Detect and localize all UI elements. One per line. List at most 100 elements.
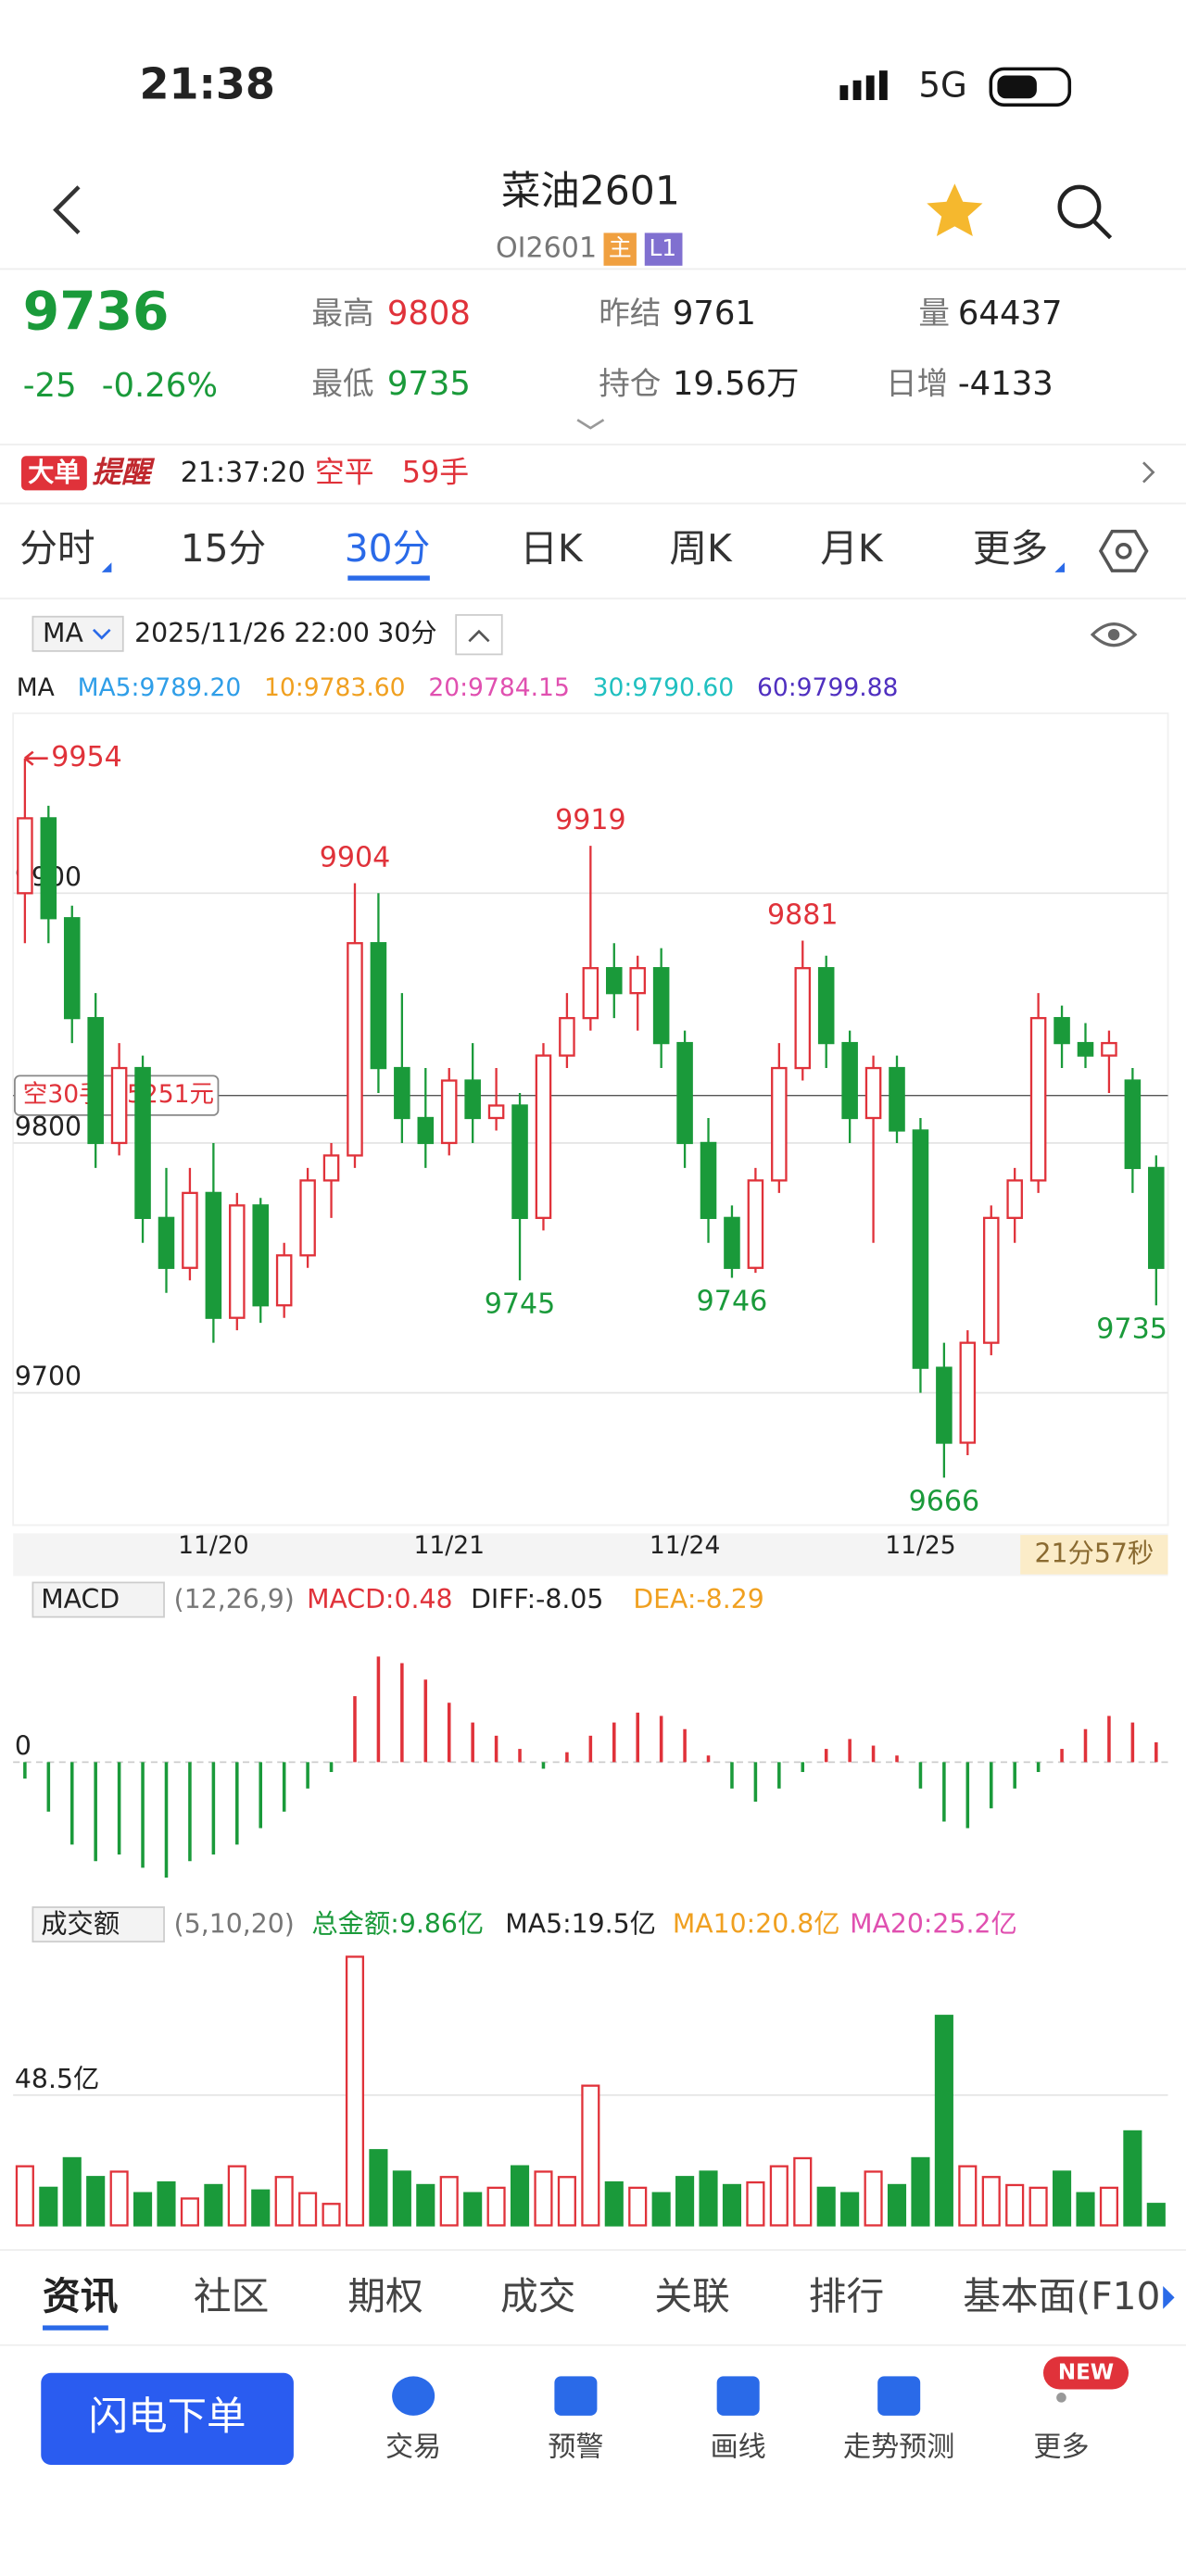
countdown-bg [1020, 1535, 1168, 1575]
datetime: 2025/11/26 22:00 [134, 618, 370, 648]
vol-ma5: MA5:19.5亿 [505, 1908, 656, 1939]
badge-bg [1042, 2356, 1129, 2390]
candle-body [724, 1216, 740, 1269]
change-pct: -0.26% [102, 367, 218, 405]
code: OI2601 [496, 232, 597, 265]
tag-level: L1 [649, 234, 676, 261]
collapse-icon [468, 629, 490, 643]
period-tab[interactable]: 更多 [973, 526, 1048, 571]
low-label: 9746 [697, 1286, 768, 1318]
volume-bar [628, 2186, 648, 2227]
price: 9736 [23, 282, 170, 343]
volume-bar [345, 1955, 365, 2227]
candle-body [110, 1066, 128, 1145]
network: 5G [918, 64, 966, 105]
bottom-tab[interactable]: 社区 [194, 2274, 269, 2318]
y-tick-label: 9800 [15, 1112, 82, 1142]
tag-bg [644, 232, 683, 266]
value: 64437 [958, 295, 1063, 333]
badge: NEW [1058, 2360, 1114, 2384]
volume-bar [463, 2192, 483, 2227]
bottom-item[interactable]: 更多 [1033, 2431, 1089, 2464]
bottom-item[interactable]: 画线 [711, 2431, 766, 2464]
volume-bar [298, 2192, 318, 2227]
period-tab[interactable]: 月K [820, 526, 884, 571]
bottom-tab[interactable]: 成交 [500, 2274, 575, 2318]
candle-body [182, 1191, 198, 1269]
diff-value: DIFF:-8.05 [471, 1584, 603, 1615]
high-label: 9954 [51, 741, 122, 773]
scroll-arrow[interactable] [1163, 2285, 1175, 2309]
bottom-item[interactable]: 走势预测 [843, 2431, 954, 2464]
candle-body [464, 1079, 481, 1120]
settings [1115, 543, 1132, 559]
settings[interactable] [1098, 529, 1149, 572]
volume-bar [157, 2180, 176, 2227]
candle-body [982, 1216, 1000, 1344]
candle-body [440, 1079, 458, 1145]
bottom-icon [392, 2376, 435, 2416]
search[interactable] [1057, 184, 1113, 240]
volume-bar [486, 2186, 506, 2227]
back-button[interactable] [53, 185, 81, 234]
indicator-box[interactable] [32, 1581, 165, 1618]
period-tab[interactable]: 30分 [345, 526, 431, 571]
volume-bar [934, 2015, 953, 2227]
candle-body [841, 1041, 858, 1120]
bottom-item[interactable]: 预警 [548, 2431, 603, 2464]
macd-value: MACD:0.48 [307, 1584, 452, 1615]
favorite[interactable] [927, 183, 983, 236]
volume-bar [675, 2176, 695, 2227]
tag-main: 主 [609, 234, 632, 261]
candle-body [1148, 1166, 1165, 1269]
change: -25 [23, 367, 77, 405]
indicator-box[interactable] [32, 1906, 165, 1943]
vol-ma20: MA20:25.2亿 [850, 1908, 1017, 1939]
bottom-item[interactable]: 交易 [385, 2431, 441, 2464]
volume-bar [109, 2170, 129, 2227]
ma-legend: MA5:9789.20 [78, 673, 242, 702]
volume-bar [557, 2176, 576, 2227]
volume-bar [86, 2176, 106, 2227]
volume-bar [911, 2156, 930, 2227]
volume-bar [722, 2183, 742, 2227]
bottom-icon [877, 2376, 921, 2416]
bottom-tab[interactable]: 资讯 [43, 2274, 119, 2318]
bottom-tab[interactable]: 排行 [809, 2274, 884, 2318]
volume-bar [251, 2189, 271, 2227]
candle-body [794, 967, 812, 1070]
indicator: MA [43, 618, 83, 648]
candle-body [229, 1204, 246, 1319]
indicator-box[interactable] [32, 615, 124, 652]
battery [989, 67, 1072, 107]
candle-body [252, 1204, 270, 1307]
volume-bar [1123, 2130, 1142, 2227]
candle-body [629, 967, 646, 995]
tab-underline [347, 575, 430, 581]
volume-bar [62, 2156, 82, 2227]
alert-more[interactable] [1142, 461, 1155, 484]
period-tab[interactable]: 周K [669, 526, 733, 571]
period-tab[interactable]: 15分 [181, 526, 267, 571]
volume-bar [369, 2149, 388, 2227]
alert-qty: 59手 [402, 455, 469, 490]
period-tab[interactable]: 日K [520, 526, 584, 571]
period-tab[interactable]: 分时 [19, 526, 95, 571]
bottom-tab[interactable]: 基本面(F10 [963, 2274, 1160, 2318]
expand[interactable] [576, 419, 605, 430]
x-tick-label: 11/20 [178, 1531, 249, 1560]
bottom-tab[interactable]: 关联 [654, 2274, 729, 2318]
alert-action: 空平 [315, 455, 374, 490]
vol-total: 总金额:9.86亿 [311, 1908, 484, 1939]
order-button[interactable] [41, 2372, 294, 2465]
volume-bar [887, 2183, 907, 2227]
candle-body [817, 967, 835, 1045]
order-button-label: 闪电下单 [89, 2394, 246, 2440]
label: 日增 [886, 366, 948, 402]
volume-bar [769, 2165, 789, 2227]
bottom-tab[interactable]: 期权 [347, 2274, 423, 2318]
volume-bar [15, 2165, 34, 2227]
collapse[interactable] [455, 614, 503, 656]
eye[interactable] [1090, 622, 1138, 647]
